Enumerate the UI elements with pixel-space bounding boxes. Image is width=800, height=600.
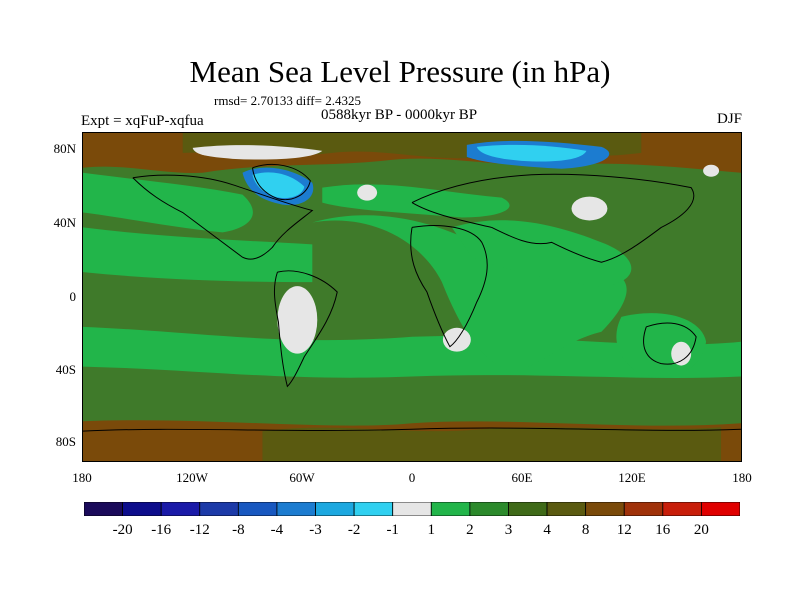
lon-label-60e: 60E (511, 470, 533, 485)
colorbar-label: 20 (693, 522, 709, 538)
colorbar-label: -16 (151, 522, 172, 538)
south-america-white (277, 286, 318, 354)
colorbar-swatch (662, 502, 702, 516)
colorbar-swatch (701, 502, 740, 516)
colorbar-label: -4 (270, 522, 284, 538)
colorbar-label: 3 (504, 522, 513, 538)
siberia-cyan (476, 144, 587, 162)
pacific-band (83, 172, 253, 233)
lat-label-eq: 0 (69, 289, 77, 304)
colorbar-label: 2 (466, 522, 474, 538)
lat-label-80n: 80N (53, 141, 76, 156)
lon-label-180e: 180 (732, 470, 752, 485)
colorbar-swatch (276, 502, 316, 516)
colorbar-swatch (469, 502, 509, 516)
africa-coast (410, 225, 488, 348)
asia-white (571, 196, 608, 221)
arctic-white (192, 145, 323, 160)
north-america-coast (132, 174, 314, 260)
colorbar-label: -8 (232, 522, 245, 538)
coastlines (83, 164, 741, 432)
lon-label-180w: 180 (72, 470, 92, 485)
colorbar-label: 4 (543, 522, 551, 538)
pacific-white (703, 164, 720, 177)
colorbar-swatch (392, 502, 432, 516)
colorbar-swatch (122, 502, 162, 516)
greenland-coast (251, 164, 311, 201)
atlantic-green (312, 215, 627, 372)
pressure-map (82, 132, 742, 462)
colorbar-swatch (353, 502, 394, 516)
lon-label-120w: 120W (176, 470, 208, 485)
australia-coast (643, 322, 697, 365)
asia-green (451, 220, 632, 288)
colorbar-swatch (84, 502, 123, 516)
colorbar-label: -3 (309, 522, 322, 538)
lat-label-80s: 80S (55, 434, 76, 449)
lat-label-40n: 40N (53, 215, 76, 230)
season-label: DJF (716, 111, 742, 127)
colorbar-swatch (237, 502, 278, 516)
antarctic-dark (262, 427, 722, 461)
colorbar-swatch (315, 502, 355, 516)
colorbar-swatch (160, 502, 201, 516)
stats-text: rmsd= 2.70133 diff= 2.4325 (214, 93, 361, 108)
southern-band (83, 326, 741, 378)
colorbar-label: 8 (581, 522, 590, 538)
colorbar-swatch (585, 502, 625, 516)
antarctica-coast (83, 427, 741, 432)
eurasia-coast (411, 173, 695, 263)
tropical-band (83, 227, 313, 283)
colorbar-swatch (199, 502, 239, 516)
colorbar (84, 502, 740, 516)
colorbar-label: -2 (347, 522, 361, 538)
lon-label-0: 0 (408, 470, 416, 485)
colorbar-label: -1 (386, 522, 399, 538)
map-background (83, 133, 741, 461)
atlantic-white (357, 184, 378, 201)
colorbar-swatch (623, 502, 664, 516)
colorbar-swatch (546, 502, 587, 516)
lon-label-60w: 60W (289, 470, 315, 485)
colorbar-swatch (508, 502, 548, 516)
map-title: Mean Sea Level Pressure (in hPa) (189, 54, 611, 89)
colorbar-label: -20 (112, 522, 133, 538)
period-text: 0588kyr BP - 0000kyr BP (321, 107, 478, 123)
colorbar-label: 16 (655, 522, 671, 538)
lon-label-120e: 120E (618, 470, 646, 485)
colorbar-label: 12 (616, 522, 632, 538)
colorbar-swatch (430, 502, 471, 516)
colorbar-label: -12 (189, 522, 210, 538)
experiment-label: Expt = xqFuP-xqfua (81, 113, 204, 129)
lat-label-40s: 40S (55, 362, 76, 377)
south-america-coast (273, 270, 338, 388)
australia-white (671, 341, 692, 366)
colorbar-label: 1 (427, 522, 436, 538)
